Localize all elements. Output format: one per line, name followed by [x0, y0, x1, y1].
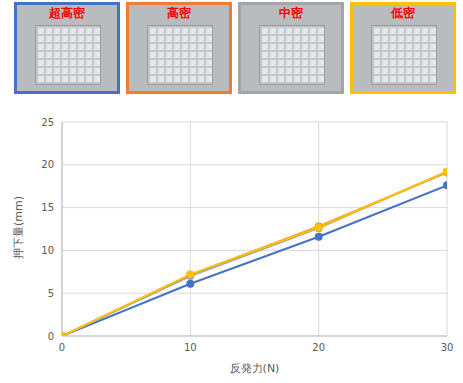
svg-text:10: 10	[41, 245, 54, 256]
svg-text:25: 25	[41, 117, 54, 128]
svg-text:5: 5	[48, 288, 54, 299]
svg-text:20: 20	[41, 159, 54, 170]
svg-text:15: 15	[41, 202, 54, 213]
html-text:高密: 高密	[167, 6, 191, 20]
html-text:低密: 低密	[391, 6, 415, 20]
html-text:超高密: 超高密	[49, 6, 85, 20]
html-text:中密: 中密	[279, 6, 303, 20]
svg-text:反発力(N): 反発力(N)	[230, 362, 280, 375]
svg-text:0: 0	[48, 331, 54, 342]
svg-text:0: 0	[59, 342, 65, 353]
svg-text:30: 30	[441, 342, 454, 353]
svg-text:20: 20	[312, 342, 325, 353]
svg-text:押下量(mm): 押下量(mm)	[12, 196, 25, 259]
svg-text:10: 10	[184, 342, 197, 353]
